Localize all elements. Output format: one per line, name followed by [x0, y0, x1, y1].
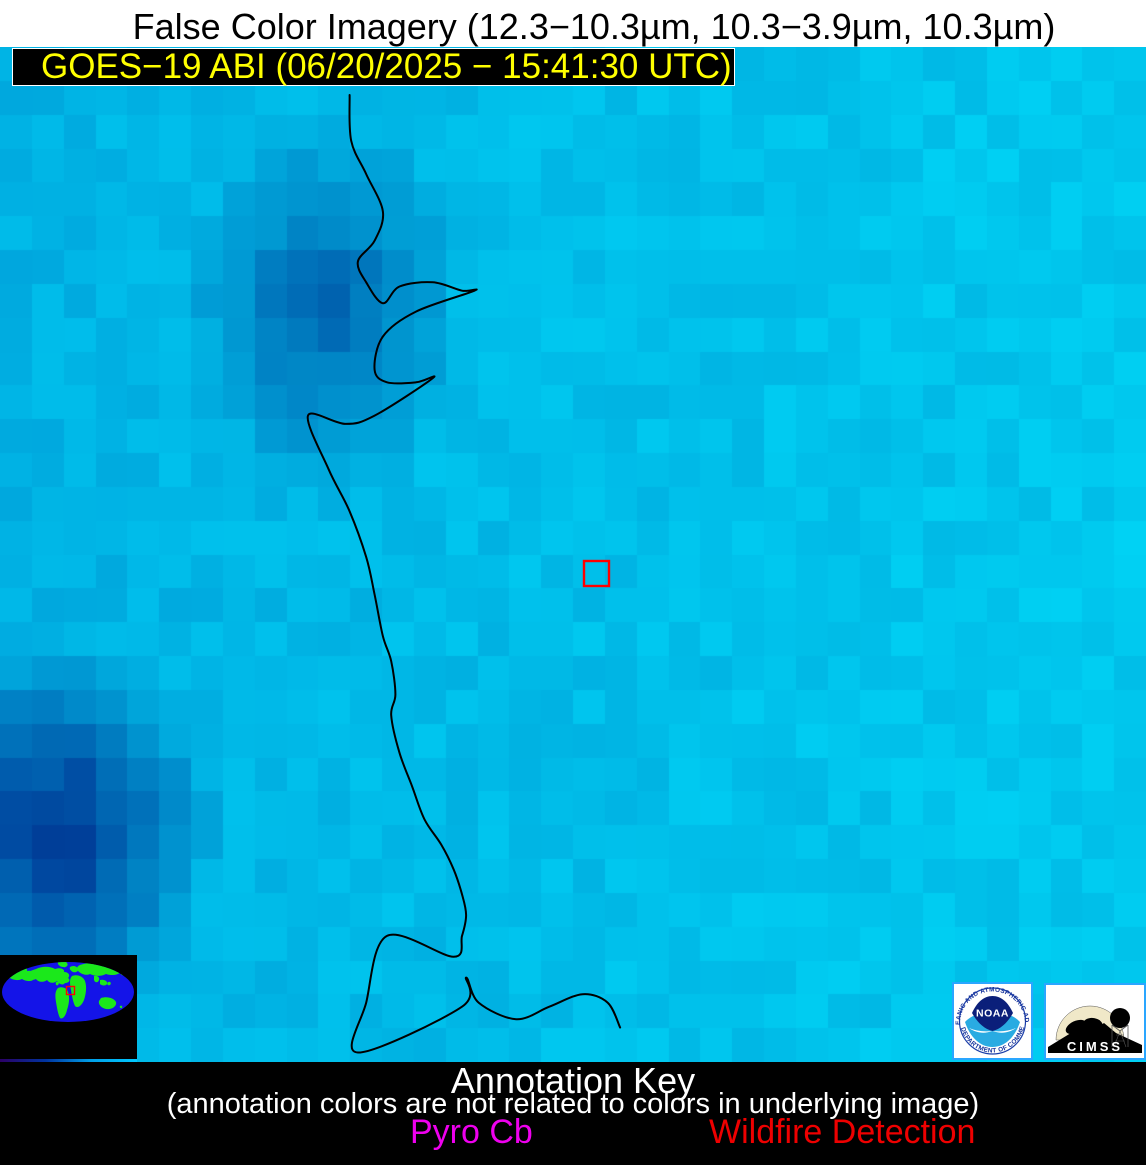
- svg-text:CIMSS: CIMSS: [1067, 1039, 1123, 1054]
- svg-text:NOAA: NOAA: [976, 1008, 1009, 1020]
